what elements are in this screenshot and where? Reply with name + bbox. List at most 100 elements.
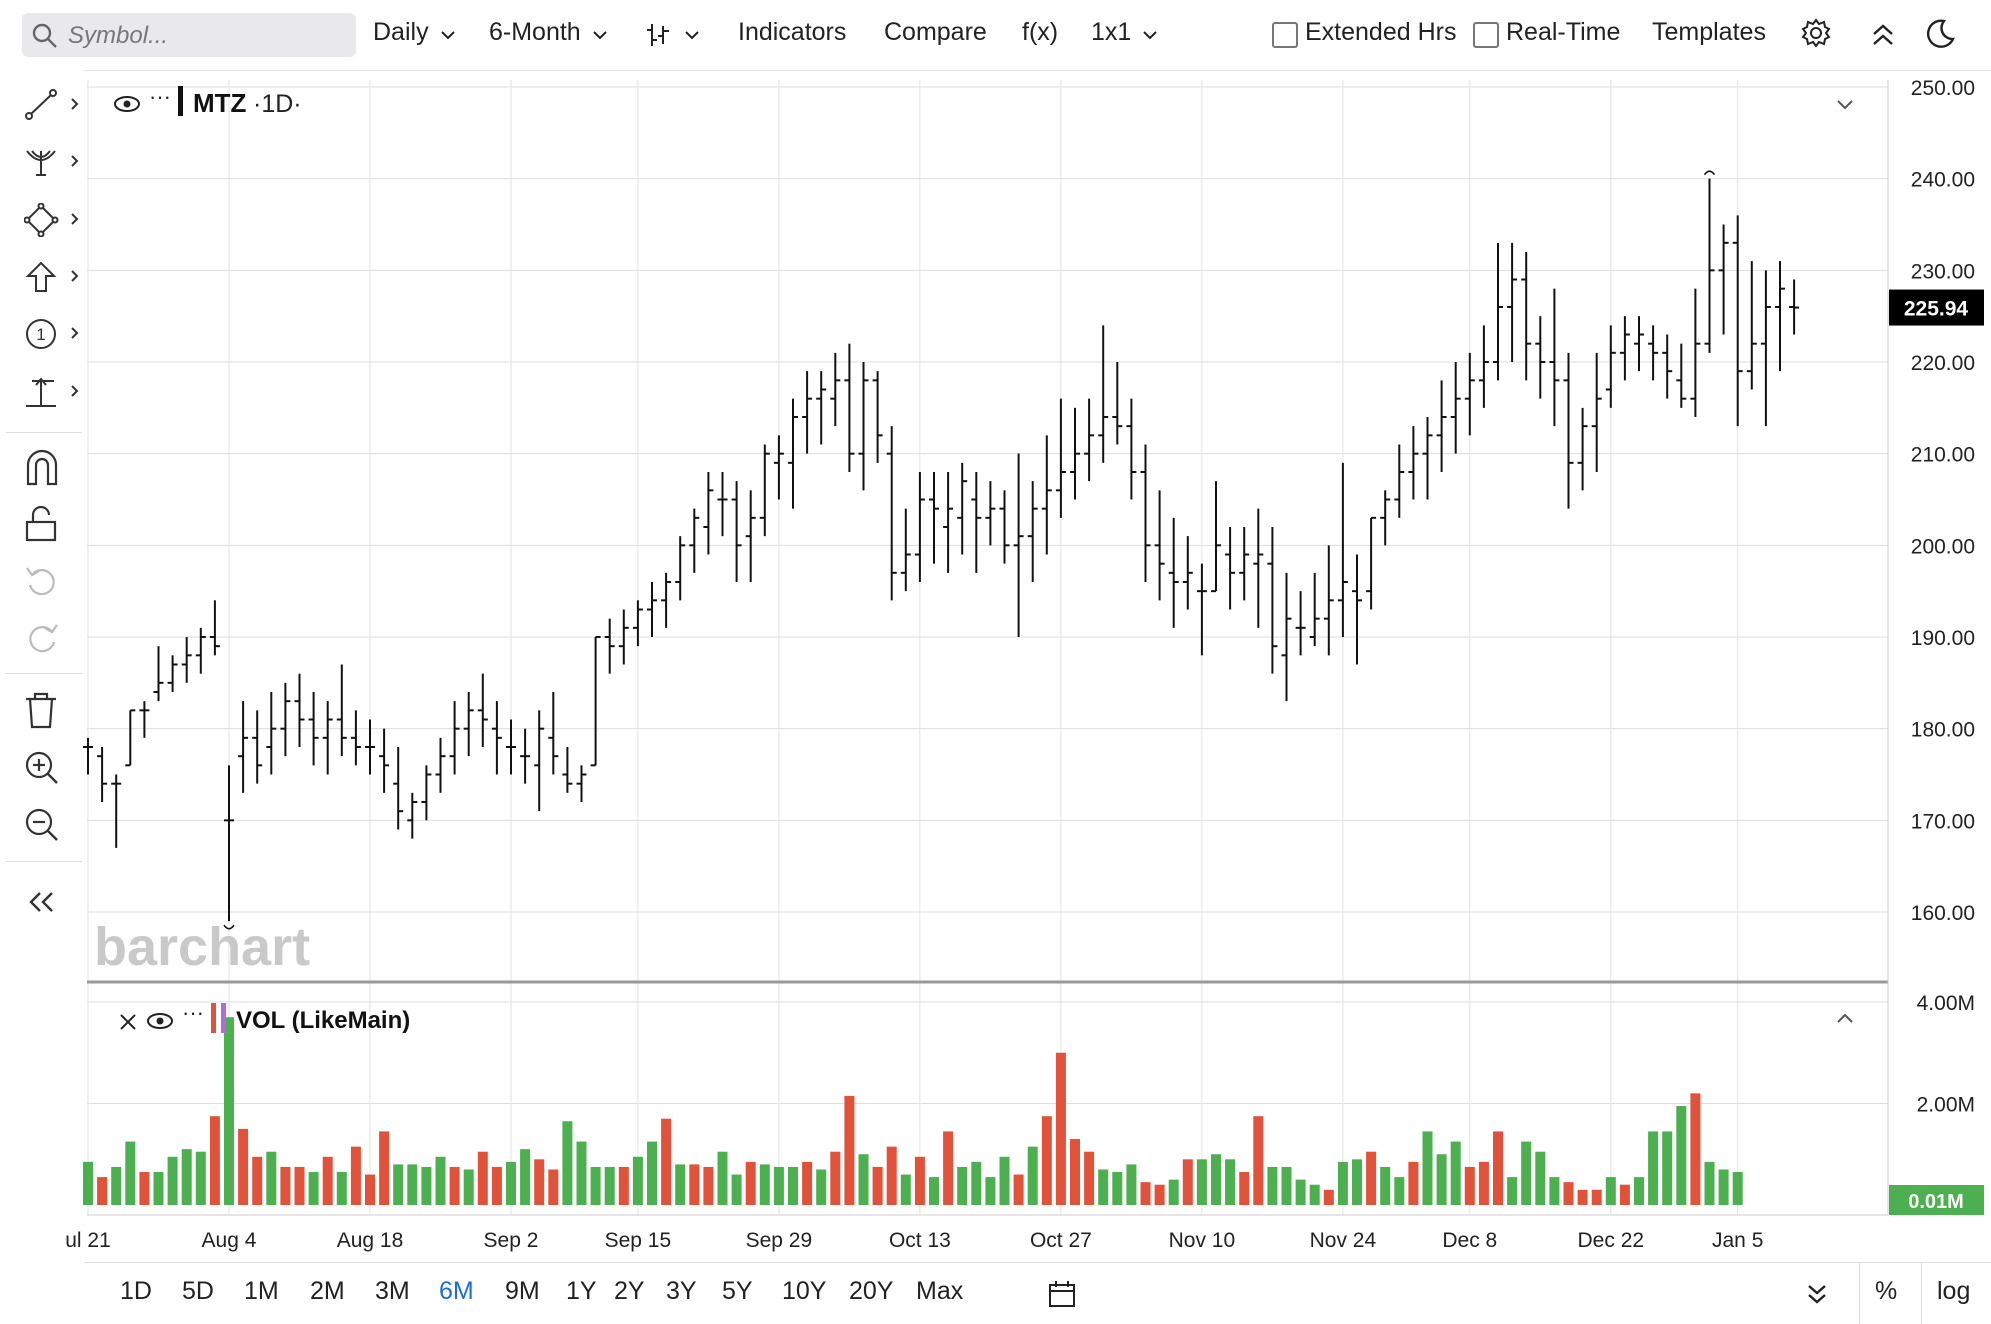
log-scale-button[interactable]: log	[1937, 1277, 1971, 1305]
volume-tick-label: 4.00M	[1917, 992, 1975, 1015]
chart-type-dropdown[interactable]	[645, 22, 699, 55]
unlock-icon[interactable]	[24, 506, 60, 542]
templates-button[interactable]: Templates	[1652, 18, 1766, 46]
ohlc-bar	[1619, 316, 1630, 381]
collapse-up-icon[interactable]	[1870, 22, 1896, 48]
volume-bar	[1450, 1141, 1461, 1205]
chevron-down-icon[interactable]	[1837, 100, 1853, 110]
period-label: 6-Month	[489, 18, 581, 46]
volume-bars	[83, 1017, 1743, 1205]
real-time-checkbox[interactable]	[1473, 22, 1499, 48]
range-button-20y[interactable]: 20Y	[849, 1277, 894, 1305]
ohlc-bar	[1436, 380, 1447, 472]
toolbar-divider	[6, 432, 82, 433]
ohlc-bar	[830, 352, 841, 427]
real-time-label[interactable]: Real-Time	[1506, 18, 1621, 46]
ohlc-bar	[618, 609, 629, 665]
more-options-icon[interactable]: ···	[149, 84, 171, 109]
series-color-swatch[interactable]	[178, 86, 183, 116]
magnet-icon[interactable]	[24, 448, 60, 486]
price-tick-label: 160.00	[1911, 902, 1975, 925]
ohlc-bar	[548, 692, 559, 775]
ohlc-bar	[534, 710, 545, 812]
range-button-9m[interactable]: 9M	[505, 1277, 540, 1305]
ohlc-bar	[1549, 288, 1560, 427]
arrow-up-tool-icon[interactable]	[24, 260, 84, 294]
compare-button[interactable]: Compare	[884, 18, 987, 46]
volume-bar	[1211, 1154, 1221, 1205]
shapes-tool-icon[interactable]	[24, 203, 84, 237]
ohlc-bar	[914, 472, 925, 582]
ohlc-bar	[1380, 490, 1391, 546]
volume-bar	[83, 1161, 93, 1205]
symbol-search-box[interactable]	[22, 13, 356, 57]
ohlc-bar	[1478, 325, 1489, 408]
high-marker	[1703, 170, 1716, 176]
volume-bar	[1112, 1172, 1123, 1205]
close-icon[interactable]	[120, 1014, 136, 1030]
extended-hrs-label[interactable]: Extended Hrs	[1305, 18, 1457, 46]
volume-bar	[1295, 1179, 1306, 1205]
trendline-tool-icon[interactable]	[24, 88, 84, 122]
symbol-search-input[interactable]	[66, 19, 350, 53]
chevron-down-icon	[685, 31, 699, 40]
range-button-2y[interactable]: 2Y	[614, 1277, 645, 1305]
toolbar-divider	[6, 673, 82, 674]
down-color-swatch[interactable]	[211, 1003, 216, 1033]
up-color-swatch[interactable]	[221, 1003, 226, 1033]
range-button-6m[interactable]: 6M	[439, 1277, 474, 1305]
range-button-1m[interactable]: 1M	[244, 1277, 279, 1305]
ohlc-bar	[717, 472, 728, 537]
volume-bar	[1168, 1179, 1179, 1205]
eye-icon[interactable]	[114, 96, 140, 112]
eye-icon[interactable]	[147, 1013, 173, 1029]
range-button-2m[interactable]: 2M	[310, 1277, 345, 1305]
measure-tool-icon[interactable]	[24, 375, 84, 409]
gear-icon[interactable]	[1801, 18, 1831, 48]
volume-bar	[1690, 1093, 1701, 1205]
range-button-1d[interactable]: 1D	[120, 1277, 152, 1305]
ohlc-bar	[266, 692, 277, 775]
undo-icon[interactable]	[24, 563, 60, 599]
range-button-max[interactable]: Max	[916, 1277, 964, 1305]
percent-scale-button[interactable]: %	[1875, 1277, 1898, 1305]
range-button-3y[interactable]: 3Y	[666, 1277, 697, 1305]
ohlc-bar	[139, 701, 150, 738]
zoom-out-icon[interactable]	[24, 807, 60, 843]
volume-bar	[1013, 1174, 1024, 1205]
search-icon	[32, 23, 57, 48]
numbered-marker-tool-icon[interactable]: 1	[24, 317, 84, 351]
time-tick-label: Nov 10	[1169, 1229, 1236, 1252]
collapse-left-icon[interactable]	[28, 890, 58, 914]
trash-icon[interactable]	[24, 692, 60, 730]
dark-mode-moon-icon[interactable]	[1924, 18, 1956, 50]
ohlc-bar	[463, 692, 474, 757]
time-tick-label: Sep 29	[746, 1229, 813, 1252]
expand-down-icon[interactable]	[1806, 1283, 1828, 1305]
range-button-1y[interactable]: 1Y	[566, 1277, 597, 1305]
zoom-in-icon[interactable]	[24, 750, 60, 786]
ohlc-bar	[491, 701, 502, 775]
extended-hrs-checkbox[interactable]	[1272, 22, 1298, 48]
grid-lines	[87, 80, 1888, 1215]
ohlc-bar	[365, 719, 375, 775]
chevron-up-icon[interactable]	[1837, 1013, 1853, 1023]
calendar-icon[interactable]	[1047, 1279, 1077, 1309]
range-button-5y[interactable]: 5Y	[722, 1277, 753, 1305]
ohlc-bar	[1605, 325, 1616, 408]
range-button-10y[interactable]: 10Y	[782, 1277, 827, 1305]
redo-icon[interactable]	[24, 620, 60, 656]
range-button-5d[interactable]: 5D	[182, 1277, 214, 1305]
fx-button[interactable]: f(x)	[1022, 18, 1059, 46]
period-dropdown[interactable]: 6-Month	[489, 18, 607, 47]
more-options-icon[interactable]: ···	[182, 1000, 204, 1025]
interval-dropdown[interactable]: Daily	[373, 18, 455, 47]
volume-bar	[703, 1166, 714, 1205]
range-button-3m[interactable]: 3M	[375, 1277, 410, 1305]
layout-dropdown[interactable]: 1x1	[1091, 18, 1158, 47]
volume-bar	[957, 1166, 968, 1205]
pitchfork-tool-icon[interactable]	[24, 145, 84, 179]
time-tick-label: Dec 22	[1578, 1229, 1645, 1252]
indicators-button[interactable]: Indicators	[738, 18, 847, 46]
